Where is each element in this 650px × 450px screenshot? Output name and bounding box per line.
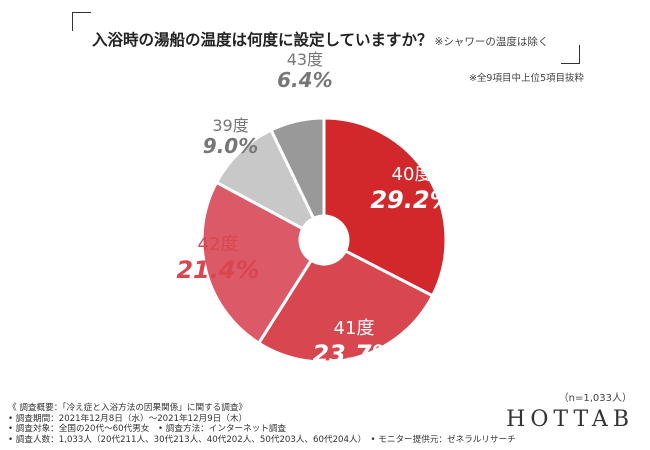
- pie-slice-3: [214, 128, 316, 231]
- slice-category-label: 39度: [212, 116, 248, 135]
- slice-value-label: 23.7%: [312, 340, 395, 368]
- hottab-logo: HOTTAB: [506, 407, 634, 432]
- subnote: ※全9項目中上位5項目抜粋: [468, 73, 584, 84]
- pie-slice-2: [200, 180, 314, 346]
- slice-category-label: 43度: [287, 50, 323, 69]
- title-main: 入浴時の湯船の温度は何度に設定していますか？: [92, 31, 433, 49]
- slice-value-label: 21.4%: [176, 256, 259, 284]
- pie-slice-0: [322, 116, 448, 298]
- title-box: 入浴時の湯船の温度は何度に設定していますか？ ※シャワーの温度は除く: [72, 12, 580, 64]
- footer-line: • 調査期間：2021年12月8日（水）～2021年12月9日（木）: [8, 413, 248, 424]
- title-note: ※シャワーの温度は除く: [434, 36, 549, 48]
- sample-size: （n=1,033人）: [558, 393, 632, 404]
- slice-category-label: 42度: [198, 234, 239, 255]
- title-corner-top-left: [72, 12, 91, 31]
- chart-title: 入浴時の湯船の温度は何度に設定していますか？ ※シャワーの温度は除く: [92, 28, 548, 50]
- pie-slice-4: [269, 116, 326, 221]
- footer-line: 《 調査概要：「冷え症と入浴方法の因果関係」に関する調査》: [8, 403, 248, 413]
- slice-category-label: 41度: [334, 318, 375, 339]
- survey-footer: 《 調査概要：「冷え症と入浴方法の因果関係」に関する調査》 • 調査期間：202…: [8, 403, 516, 445]
- footer-line: • 調査対象：全国の20代～60代男女 • 調査方法：インターネット調査: [8, 424, 287, 434]
- title-corner-bottom-right: [561, 45, 580, 64]
- slice-value-label: 29.2%: [370, 186, 453, 214]
- slice-category-label: 40度: [392, 164, 433, 185]
- slice-value-label: 6.4%: [277, 68, 332, 92]
- pie-slice-1: [256, 248, 435, 364]
- footer-line: • 調査人数：1,033人（20代211人、30代213人、40代202人、50…: [8, 434, 516, 445]
- slice-value-label: 9.0%: [203, 134, 258, 158]
